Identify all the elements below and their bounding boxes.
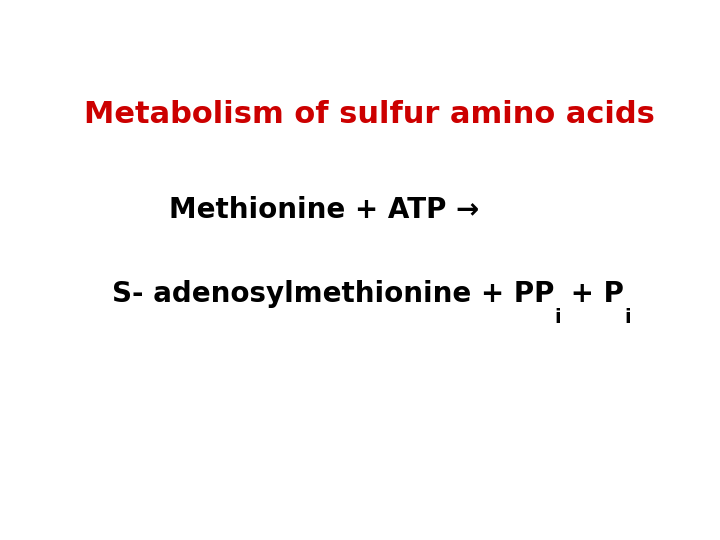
Text: i: i bbox=[624, 308, 631, 327]
Text: S- adenosylmethionine + PP: S- adenosylmethionine + PP bbox=[112, 280, 554, 308]
Text: Methionine + ATP →: Methionine + ATP → bbox=[169, 197, 480, 224]
Text: i: i bbox=[554, 308, 562, 327]
Text: + P: + P bbox=[562, 280, 624, 308]
Text: Metabolism of sulfur amino acids: Metabolism of sulfur amino acids bbox=[84, 100, 654, 129]
